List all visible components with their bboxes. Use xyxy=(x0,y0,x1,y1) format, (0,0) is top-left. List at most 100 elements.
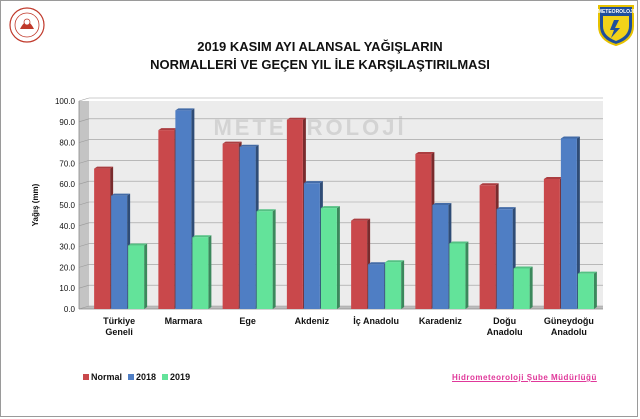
gridline-wall xyxy=(78,305,90,310)
bar-2019-5 xyxy=(449,243,466,309)
legend-label-2019: 2019 xyxy=(170,372,191,382)
y-tick-label: 40.0 xyxy=(59,222,75,231)
gridline-wall xyxy=(78,222,90,227)
bar-side xyxy=(593,271,597,309)
bar-top xyxy=(560,136,580,139)
x-tick-label: Doğu xyxy=(493,316,516,326)
y-tick-label: 0.0 xyxy=(64,305,76,314)
bar-top xyxy=(449,241,469,244)
credit-link[interactable]: Hidrometeoroloji Şube Müdürlüğü xyxy=(452,373,597,382)
y-tick-label: 80.0 xyxy=(59,139,75,148)
bar-2018-3 xyxy=(303,183,320,309)
y-tick-label: 90.0 xyxy=(59,118,75,127)
gridline-wall xyxy=(78,97,90,102)
bar-top xyxy=(239,144,259,147)
bar-top xyxy=(175,108,195,111)
bar-top xyxy=(432,203,452,205)
legend-swatch-normal xyxy=(83,374,89,380)
bar-side xyxy=(272,209,276,309)
bar-top xyxy=(128,243,148,246)
bar-side xyxy=(465,241,469,309)
bar-2019-2 xyxy=(256,211,273,309)
gridline-wall xyxy=(78,139,90,143)
legend-item-2018: 2018 xyxy=(128,372,156,382)
y-tick-label: 70.0 xyxy=(59,159,75,168)
y-tick-label: 50.0 xyxy=(59,201,75,210)
logo-text: METEOROLOJI xyxy=(598,9,635,15)
bar-top xyxy=(94,166,114,169)
gridline-wall xyxy=(78,264,90,268)
y-tick-label: 60.0 xyxy=(59,180,75,189)
bar-top xyxy=(303,181,323,184)
y-tick-label: 100.0 xyxy=(55,97,76,106)
x-tick-label: Akdeniz xyxy=(295,316,330,326)
watermark-text: METEOROLOJİ xyxy=(213,115,406,140)
gridline-wall xyxy=(78,160,90,164)
bar-top xyxy=(286,117,306,120)
legend-item-normal: Normal xyxy=(83,372,122,382)
bar-top xyxy=(158,128,178,131)
bar-top xyxy=(111,193,131,196)
ministry-logo xyxy=(9,7,45,43)
bar-2018-4 xyxy=(368,264,385,309)
bar-side xyxy=(208,235,212,309)
bar-2019-4 xyxy=(385,262,402,309)
bar-side xyxy=(576,136,580,309)
x-tick-label: Marmara xyxy=(165,316,204,326)
chart-title-line1: 2019 KASIM AYI ALANSAL YAĞIŞLARIN xyxy=(197,39,443,54)
bar-top xyxy=(415,152,435,155)
bar-top xyxy=(577,271,597,274)
bar-2019-7 xyxy=(577,273,594,309)
legend-swatch-2018 xyxy=(128,374,135,380)
gridline-wall xyxy=(78,284,90,289)
chart-title-line2: NORMALLERİ VE GEÇEN YIL İLE KARŞILAŞTIRI… xyxy=(150,57,490,72)
bar-top xyxy=(543,177,563,179)
bar-top xyxy=(222,141,242,144)
bar-side xyxy=(529,266,533,309)
bar-side xyxy=(144,243,148,309)
bar-top xyxy=(351,218,371,221)
legend-item-2019: 2019 xyxy=(162,372,190,382)
bar-2018-0 xyxy=(111,195,128,309)
bar-2019-0 xyxy=(128,245,145,309)
bar-top xyxy=(320,206,340,209)
x-tick-label: Anadolu xyxy=(487,327,523,337)
y-tick-label: 20.0 xyxy=(59,263,75,272)
bar-2018-6 xyxy=(496,209,513,309)
bar-normal-4 xyxy=(351,220,368,309)
bar-2019-3 xyxy=(320,208,337,309)
bar-side xyxy=(336,206,340,309)
bar-top xyxy=(192,235,212,238)
bar-2018-1 xyxy=(175,110,192,309)
bar-top xyxy=(385,260,405,263)
y-tick-label: 10.0 xyxy=(59,284,75,293)
legend-label-normal: Normal xyxy=(91,372,123,382)
gridline-wall xyxy=(78,201,90,206)
y-axis-label: Yağış (mm) xyxy=(31,183,40,226)
bar-normal-5 xyxy=(415,154,432,309)
gridline-wall xyxy=(78,243,90,247)
bar-2018-5 xyxy=(432,205,449,309)
bar-top xyxy=(513,266,533,269)
bar-normal-6 xyxy=(479,185,496,309)
bar-2018-2 xyxy=(239,146,256,309)
bar-2018-7 xyxy=(560,138,577,309)
bar-normal-1 xyxy=(158,130,175,309)
gridline-wall xyxy=(78,118,90,123)
bar-normal-2 xyxy=(222,143,239,309)
bar-2019-1 xyxy=(192,237,209,309)
y-tick-label: 30.0 xyxy=(59,243,75,252)
bar-normal-0 xyxy=(94,168,111,309)
x-tick-label: İç Anadolu xyxy=(353,316,399,326)
bar-side xyxy=(401,260,405,309)
bar-normal-3 xyxy=(286,119,303,309)
x-tick-label: Anadolu xyxy=(551,327,587,337)
bar-normal-7 xyxy=(543,179,560,309)
gridline-wall xyxy=(78,180,90,185)
bar-top xyxy=(479,183,499,186)
legend-label-2018: 2018 xyxy=(136,372,157,382)
x-tick-label: Ege xyxy=(239,316,256,326)
x-tick-label: Türkiye xyxy=(103,316,135,326)
x-tick-label: Geneli xyxy=(105,327,133,337)
